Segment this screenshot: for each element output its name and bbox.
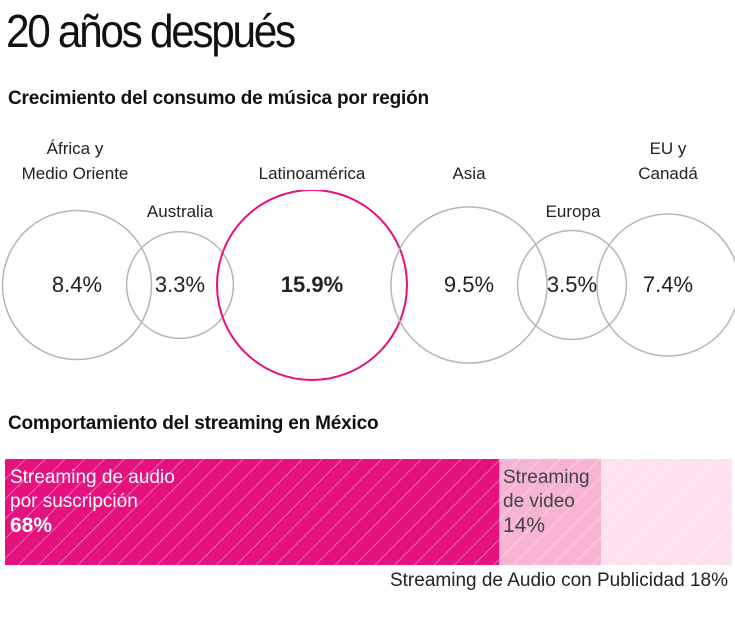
segment-label-audio-suscripcion: Streaming de audio por suscripción 68% bbox=[10, 466, 175, 538]
chart-title: 20 años después bbox=[6, 5, 296, 57]
segment-label-line: Streaming de Audio con Publicidad bbox=[389, 570, 685, 591]
region-label-africa: África y Medio Oriente bbox=[22, 136, 129, 186]
segment-label-line: Streaming bbox=[503, 467, 590, 488]
segment-label-line: de video bbox=[503, 491, 575, 512]
region-label-line: Medio Oriente bbox=[21, 164, 129, 183]
bubble-europa bbox=[516, 229, 628, 341]
bar-segment-video-hatch bbox=[499, 459, 602, 565]
region-label-europa: Europa bbox=[546, 199, 601, 224]
region-label-line: Europa bbox=[545, 202, 601, 221]
segment-label-video: Streaming de video 14% bbox=[503, 466, 590, 538]
bubble-africa bbox=[1, 209, 153, 361]
region-label-asia: Asia bbox=[452, 161, 485, 186]
bubble-latam bbox=[216, 190, 408, 381]
region-label-line: África y bbox=[46, 139, 104, 158]
bubble-value-asia: 9.5% bbox=[443, 272, 495, 297]
bubble-value-africa: 8.4% bbox=[51, 272, 103, 297]
region-bubble-chart bbox=[1, 190, 735, 381]
segment-label-audio-publicidad: Streaming de Audio con Publicidad 18% bbox=[390, 570, 728, 592]
bubble-value-australia: 3.3% bbox=[154, 272, 206, 297]
region-label-line: Asia bbox=[452, 164, 486, 183]
streaming-chart-title: Comportamiento del streaming en México bbox=[8, 413, 379, 434]
region-label-eu-canada: EU y Canadá bbox=[638, 136, 698, 186]
bubble-value-eu-canada: 7.4% bbox=[642, 272, 694, 297]
streaming-stacked-bar bbox=[5, 459, 732, 565]
region-label-line: Latinoamérica bbox=[258, 164, 366, 183]
region-label-latam: Latinoamérica bbox=[259, 161, 366, 186]
segment-value-audio-suscripcion: 68% bbox=[10, 514, 53, 537]
region-label-line: EU y bbox=[649, 139, 687, 158]
bubble-asia bbox=[390, 206, 548, 364]
bar-segment-audio-publicidad-hatch bbox=[601, 459, 732, 565]
segment-label-line: Streaming de audio bbox=[10, 467, 175, 488]
region-label-line: Canadá bbox=[638, 164, 698, 183]
region-chart-title: Crecimiento del consumo de música por re… bbox=[8, 88, 429, 109]
bubble-australia bbox=[125, 230, 235, 340]
segment-label-line: por suscripción bbox=[10, 491, 138, 512]
bubble-value-latam: 15.9% bbox=[280, 272, 344, 297]
region-label-line: Australia bbox=[146, 202, 214, 221]
bar-segment-audio-suscripcion-hatch bbox=[5, 459, 500, 565]
segment-value-video: 14% bbox=[503, 514, 546, 537]
region-label-australia: Australia bbox=[147, 199, 213, 224]
segment-value-audio-publicidad: 18% bbox=[689, 570, 728, 591]
bubble-eu-canada bbox=[596, 213, 735, 357]
bubble-value-europa: 3.5% bbox=[546, 272, 598, 297]
